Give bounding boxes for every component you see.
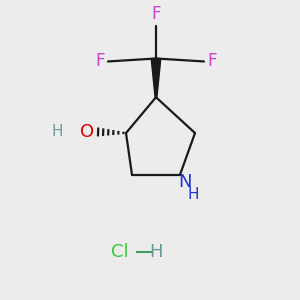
Text: H: H	[51, 124, 63, 139]
Text: H: H	[149, 243, 163, 261]
Polygon shape	[151, 58, 161, 97]
Text: F: F	[151, 5, 161, 23]
Text: N: N	[178, 173, 191, 191]
Text: F: F	[95, 52, 105, 70]
Text: H: H	[188, 187, 199, 202]
Text: F: F	[207, 52, 217, 70]
Text: Cl: Cl	[111, 243, 129, 261]
Text: O: O	[80, 122, 94, 140]
